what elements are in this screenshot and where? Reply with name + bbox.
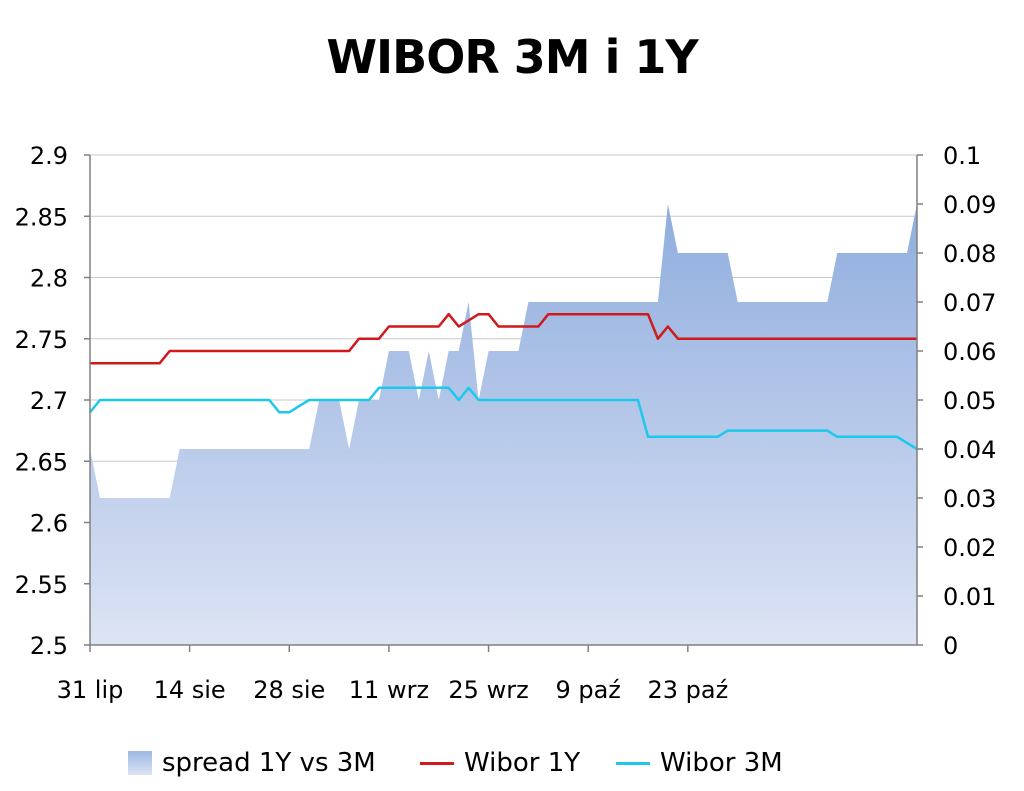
- line-series-wibor-3m: [89, 386, 918, 451]
- legend-item-spread: spread 1Y vs 3M: [128, 748, 376, 778]
- line-series-layer: [89, 312, 918, 451]
- left-tick-label: 2.85: [15, 203, 68, 231]
- left-tick-label: 2.75: [15, 326, 68, 354]
- legend-label-spread: spread 1Y vs 3M: [162, 748, 376, 778]
- left-tick-label: 2.5: [30, 632, 68, 660]
- chart-canvas: 2.5 2.55 2.6 2.65 2.7 2.75 2.8 2.85 2.9 0 0.01 0.02…: [15, 142, 997, 704]
- right-tick-label: 0.02: [943, 534, 996, 562]
- x-tick-label: 31 lip: [57, 676, 124, 704]
- right-tick-label: 0.08: [943, 240, 996, 268]
- legend-item-wibor-3m: Wibor 3M: [616, 748, 783, 778]
- chart-title: WIBOR 3M i 1Y: [326, 30, 698, 84]
- left-tick-label: 2.7: [30, 387, 68, 415]
- right-tick-label: 0.05: [943, 387, 996, 415]
- right-tick-label: 0.1: [943, 142, 981, 170]
- x-tick-label: 9 paź: [555, 676, 620, 704]
- x-tick-label: 11 wrz: [349, 676, 429, 704]
- line-series-wibor-1y: [90, 312, 917, 365]
- right-tick-label: 0.09: [943, 191, 996, 219]
- left-tick-label: 2.6: [30, 510, 68, 538]
- legend-swatch-wibor-1y: [420, 761, 454, 765]
- tick-labels: 2.5 2.55 2.6 2.65 2.7 2.75 2.8 2.85 2.9 0 0.01 0.02…: [15, 142, 997, 704]
- right-tick-label: 0.03: [943, 485, 996, 513]
- right-tick-label: 0.04: [943, 436, 996, 464]
- x-tick-label: 14 sie: [154, 676, 226, 704]
- legend-label-wibor-1y: Wibor 1Y: [464, 748, 581, 778]
- area-series-layer: [90, 204, 917, 645]
- right-tick-label: 0.06: [943, 338, 996, 366]
- left-tick-label: 2.65: [15, 448, 68, 476]
- x-tick-label: 28 sie: [253, 676, 325, 704]
- right-tick-label: 0.07: [943, 289, 996, 317]
- legend-label-wibor-3m: Wibor 3M: [660, 748, 783, 778]
- right-tick-label: 0.01: [943, 583, 996, 611]
- area-series-spread: [90, 204, 917, 645]
- legend-swatch-area: [128, 751, 152, 775]
- legend-item-wibor-1y: Wibor 1Y: [420, 748, 580, 778]
- right-tick-label: 0: [943, 632, 958, 660]
- left-tick-label: 2.55: [15, 571, 68, 599]
- legend-swatch-wibor-3m: [616, 761, 650, 765]
- legend: spread 1Y vs 3M Wibor 1Y Wibor 3M: [0, 748, 1024, 788]
- left-tick-label: 2.8: [30, 265, 68, 293]
- x-tick-label: 23 paź: [647, 676, 728, 704]
- x-tick-label: 25 wrz: [448, 676, 528, 704]
- axes: [84, 154, 923, 652]
- left-tick-label: 2.9: [30, 142, 68, 170]
